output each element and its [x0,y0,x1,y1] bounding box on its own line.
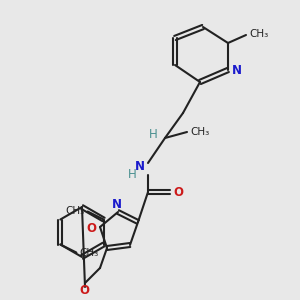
Text: CH₃: CH₃ [65,206,84,215]
Text: O: O [173,185,183,199]
Text: CH₃: CH₃ [249,29,268,39]
Text: O: O [79,284,89,298]
Text: H: H [148,128,158,140]
Text: CH₃: CH₃ [80,248,99,259]
Text: N: N [232,64,242,76]
Text: CH₃: CH₃ [190,127,210,137]
Text: O: O [86,223,96,236]
Text: H: H [128,167,136,181]
Text: N: N [112,197,122,211]
Text: N: N [135,160,145,173]
